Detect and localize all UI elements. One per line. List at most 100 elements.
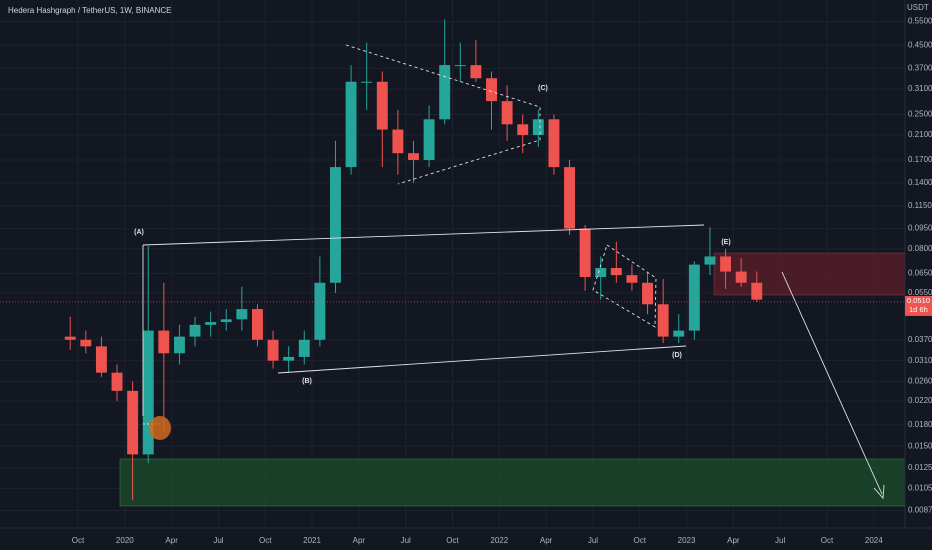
y-tick-label: 0.2100 [908, 130, 932, 139]
y-tick-label: 0.0087 [908, 506, 932, 515]
axes: 0.5500 0.4500 0.3700 0.3100 0.2500 0.2100 0.17… [72, 17, 932, 545]
y-tick-label: 0.0800 [908, 244, 932, 253]
x-tick-label: Jul [213, 536, 223, 545]
candle-body [142, 330, 154, 455]
candle-body [501, 101, 513, 125]
x-tick-label: Jul [775, 536, 785, 545]
y-tick-label: 0.0310 [908, 356, 932, 365]
y-tick-label: 0.0950 [908, 224, 932, 233]
arrow-head [873, 484, 885, 500]
candle-body [579, 228, 591, 278]
x-tick-label: Oct [259, 536, 272, 545]
candle-body [532, 119, 544, 136]
candle-body [735, 271, 747, 283]
candle-body [626, 275, 638, 283]
candle-body [376, 81, 388, 130]
annotation: (E) [721, 239, 730, 246]
candle-body [751, 282, 763, 300]
y-tick-label: 0.0260 [908, 377, 932, 386]
y-tick-label: 0.1700 [908, 155, 932, 164]
candle-body [720, 256, 732, 272]
x-tick-label: 2021 [303, 536, 321, 545]
candle-body [610, 268, 622, 276]
candle-body [80, 339, 92, 347]
trend-line [277, 345, 687, 374]
y-tick-label: 0.4500 [908, 40, 932, 49]
y-tick-label: 0.1400 [908, 178, 932, 187]
highlight-circle [149, 416, 171, 440]
candle-body [688, 264, 700, 331]
y-axis-label: USDT [907, 3, 929, 12]
candle-body [345, 81, 357, 168]
candle-body [657, 304, 669, 337]
x-tick-label: 2022 [490, 536, 508, 545]
y-tick-label: 0.0370 [908, 335, 932, 344]
x-tick-label: Oct [72, 536, 85, 545]
annotation: (C) [538, 85, 548, 92]
candle-body [158, 330, 170, 354]
y-tick-label: 0.3100 [908, 84, 932, 93]
y-tick-label: 0.1150 [908, 201, 932, 210]
support-zone [119, 458, 906, 507]
annotation: (A) [134, 229, 144, 236]
last-price-box [905, 295, 932, 316]
y-tick-label: 0.0125 [908, 463, 932, 472]
candle-body [470, 65, 482, 79]
chart-title: Hedera Hashgraph / TetherUS, 1W, BINANCE [8, 6, 171, 15]
candle-body [127, 390, 139, 455]
candle-body [642, 282, 654, 305]
candle-body [548, 119, 560, 168]
x-tick-label: Oct [821, 536, 834, 545]
x-tick-label: Oct [634, 536, 647, 545]
x-tick-label: 2024 [865, 536, 883, 545]
x-tick-label: Apr [165, 536, 178, 545]
candle-body [298, 339, 310, 357]
last-price-label: 0.0510 [907, 296, 930, 305]
candle-body [173, 336, 185, 354]
y-tick-label: 0.0150 [908, 441, 932, 450]
projection-arrow [781, 271, 883, 495]
x-tick-label: Apr [353, 536, 366, 545]
candle-body [486, 78, 497, 102]
annotation: (B) [302, 378, 312, 385]
candles [64, 19, 763, 501]
x-tick-label: Jul [401, 536, 411, 545]
candle-body [330, 167, 341, 283]
candle-body [64, 336, 76, 340]
y-tick-label: 0.0550 [908, 288, 932, 297]
candle-body [314, 282, 326, 340]
flag-pattern [592, 244, 657, 328]
y-tick-label: 0.0180 [908, 420, 932, 429]
y-tick-label: 0.5500 [908, 17, 932, 26]
candle-body [111, 372, 123, 391]
x-tick-label: 2023 [678, 536, 696, 545]
x-tick-label: Apr [540, 536, 553, 545]
y-tick-label: 0.2500 [908, 110, 932, 119]
x-tick-label: Apr [727, 536, 740, 545]
candle-body [236, 309, 248, 320]
x-tick-label: Jul [588, 536, 598, 545]
trend-line [142, 224, 705, 246]
candle-body [205, 322, 217, 325]
countdown-label: 1d 6h [909, 305, 928, 314]
y-tick-label: 0.0220 [908, 396, 932, 405]
x-tick-label: Oct [446, 536, 459, 545]
y-tick-label: 0.0105 [908, 483, 932, 492]
candle-body [595, 268, 607, 278]
annotation: (D) [672, 352, 682, 359]
candle-body [267, 339, 279, 361]
x-tick-label: 2020 [116, 536, 134, 545]
candle-body [95, 346, 107, 373]
candle-body [189, 324, 201, 337]
candle-body [283, 356, 295, 361]
candle-body [704, 256, 716, 265]
candle-body [392, 129, 404, 154]
candle-body [564, 167, 575, 229]
y-tick-label: 0.0650 [908, 268, 932, 277]
candle-body [361, 81, 373, 83]
candle-body [439, 65, 451, 120]
candle-body [673, 330, 685, 337]
